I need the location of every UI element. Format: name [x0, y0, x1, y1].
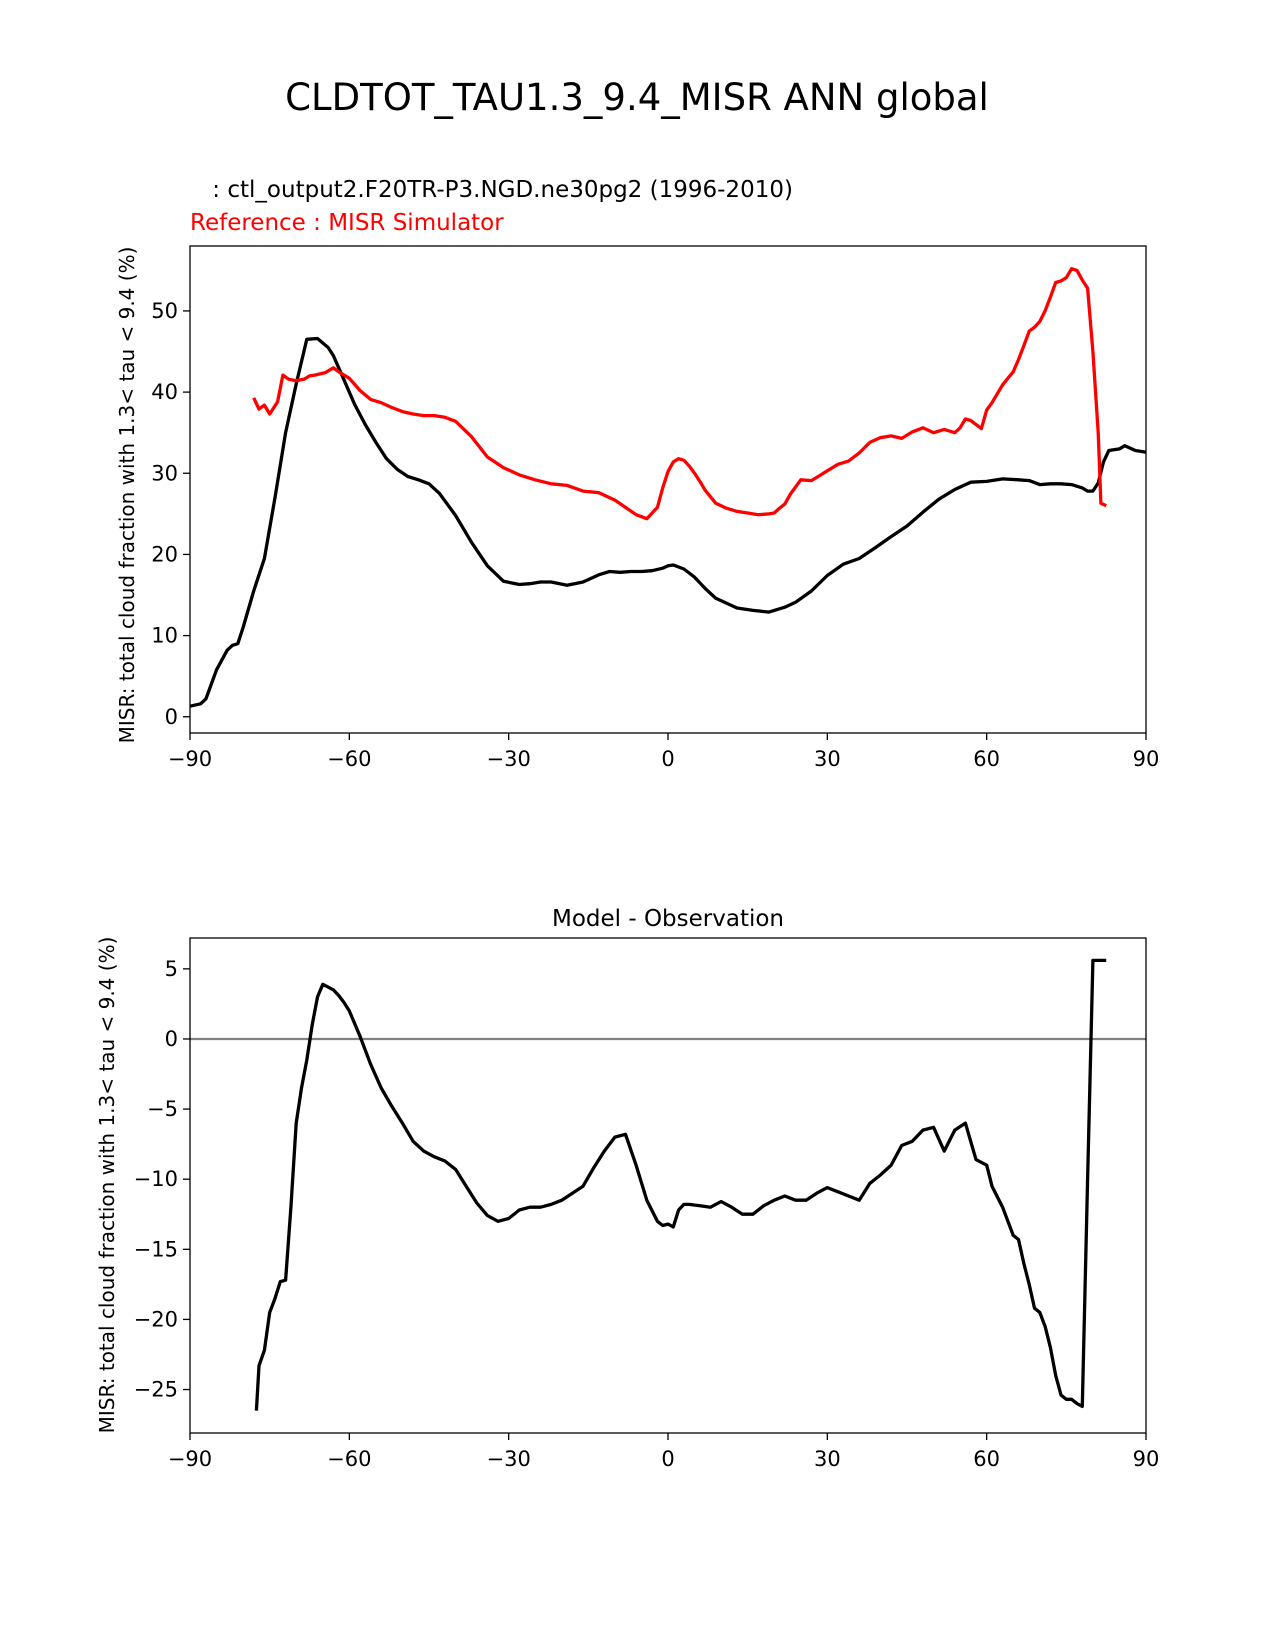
top-x-tick-label: 60 — [973, 747, 1000, 771]
bottom-panel-title: Model - Observation — [552, 906, 784, 932]
top-x-tick-label: −90 — [168, 747, 212, 771]
bottom-y-tick-label: −15 — [134, 1237, 178, 1261]
top-plot-frame — [189, 245, 1147, 734]
top-y-tick-label: 50 — [151, 299, 178, 323]
top-y-tick-label: 40 — [151, 380, 178, 404]
bottom-y-tick-label: −5 — [147, 1097, 178, 1121]
bottom-x-tick-label: 90 — [1133, 1447, 1160, 1471]
reference-label: Reference : MISR Simulator — [190, 210, 504, 236]
bottom-x-tick-label: −90 — [168, 1447, 212, 1471]
top-y-tick-label: 20 — [151, 542, 178, 566]
top-panel: : ctl_output2.F20TR-P3.NGD.ne30pg2 (1996… — [115, 177, 1159, 771]
test-label: : ctl_output2.F20TR-P3.NGD.ne30pg2 (1996… — [205, 177, 793, 203]
bottom-x-tick-label: −60 — [327, 1447, 371, 1471]
top-x-tick-label: 30 — [814, 747, 841, 771]
bottom-y-tick-label: −10 — [134, 1167, 178, 1191]
top-x-tick-label: 0 — [661, 747, 674, 771]
bottom-y-tick-label: 0 — [165, 1027, 178, 1051]
bottom-x-tick-label: 0 — [661, 1447, 674, 1471]
bottom-y-tick-label: −25 — [134, 1378, 178, 1402]
bottom-x-tick-label: 30 — [814, 1447, 841, 1471]
top-x-tick-label: −60 — [327, 747, 371, 771]
top-reference-line — [252, 267, 1107, 521]
bottom-plot-frame — [189, 937, 1147, 1434]
bottom-panel: Model - Observation MISR: total cloud fr… — [95, 906, 1159, 1471]
top-y-axis-label: MISR: total cloud fraction with 1.3< tau… — [115, 247, 139, 744]
bottom-difference-line — [254, 958, 1107, 1411]
top-x-tick-label: −30 — [487, 747, 531, 771]
top-test-line — [189, 336, 1147, 708]
bottom-x-tick-label: −30 — [487, 1447, 531, 1471]
bottom-y-axis-label: MISR: total cloud fraction with 1.3< tau… — [95, 937, 119, 1434]
top-x-tick-label: 90 — [1133, 747, 1160, 771]
figure-title: CLDTOT_TAU1.3_9.4_MISR ANN global — [285, 76, 989, 119]
bottom-y-tick-label: 5 — [165, 957, 178, 981]
top-y-tick-label: 30 — [151, 461, 178, 485]
top-y-tick-label: 10 — [151, 624, 178, 648]
bottom-x-tick-label: 60 — [973, 1447, 1000, 1471]
top-y-tick-label: 0 — [165, 705, 178, 729]
bottom-y-tick-label: −20 — [134, 1307, 178, 1331]
